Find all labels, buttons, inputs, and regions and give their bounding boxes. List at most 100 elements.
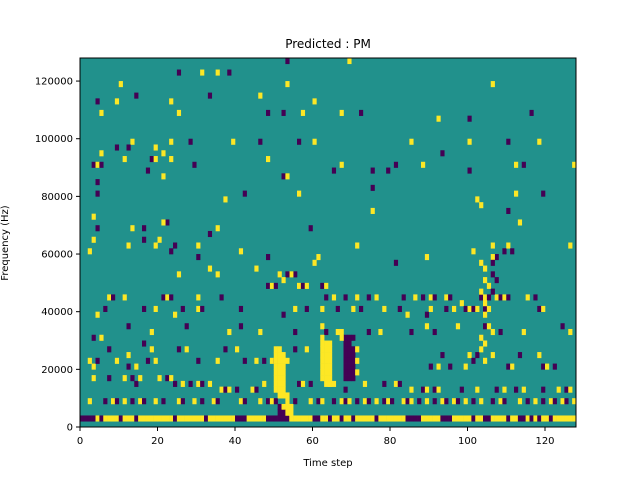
heatmap-cell (107, 375, 112, 382)
heatmap-cell (285, 58, 290, 65)
heatmap-cell (459, 415, 464, 422)
heatmap-cell (424, 311, 430, 318)
heatmap-cell (374, 398, 379, 405)
heatmap-cell (87, 248, 92, 255)
heatmap-cell (285, 398, 290, 405)
heatmap-cell (320, 323, 325, 330)
heatmap-cell (219, 415, 224, 422)
heatmap-cell (328, 380, 333, 387)
heatmap-cell (196, 305, 201, 312)
heatmap-cell (510, 248, 515, 255)
heatmap-cell (347, 375, 352, 382)
heatmap-cell (514, 190, 519, 197)
heatmap-cell (486, 415, 492, 422)
heatmap-cell (142, 236, 147, 243)
heatmap-cell (266, 254, 271, 261)
heatmap-cell (87, 415, 92, 422)
heatmap-cell (343, 340, 348, 347)
heatmap-cell (324, 415, 329, 422)
y-tick-label: 20000 (41, 365, 73, 376)
heatmap-cell (114, 98, 120, 105)
heatmap-cell (409, 398, 414, 405)
heatmap-cell (293, 415, 298, 422)
heatmap-cell (490, 271, 495, 278)
heatmap-cell (382, 305, 387, 312)
heatmap-cell (428, 363, 433, 370)
heatmap-cell (219, 294, 224, 301)
heatmap-cell (355, 294, 360, 301)
heatmap-cell (401, 398, 406, 405)
heatmap-cell (277, 363, 282, 370)
heatmap-cell (277, 375, 282, 382)
heatmap-cell (300, 415, 306, 422)
heatmap-cell (103, 398, 108, 405)
heatmap-cell (285, 415, 290, 422)
heatmap-cell (432, 398, 437, 405)
heatmap-cell (351, 415, 356, 422)
heatmap-cell (328, 346, 333, 353)
heatmap-cell (347, 352, 352, 359)
heatmap-cell (452, 398, 457, 405)
heatmap-cell (254, 357, 259, 364)
heatmap-cell (533, 398, 538, 405)
heatmap-cell (568, 242, 573, 249)
heatmap-cell (281, 375, 286, 382)
heatmap-cell (560, 323, 565, 330)
heatmap-cell (320, 398, 325, 405)
heatmap-cell (521, 415, 526, 422)
heatmap-cell (254, 265, 259, 272)
heatmap-cell (347, 415, 352, 422)
heatmap-cell (269, 398, 275, 405)
heatmap-cell (339, 328, 344, 336)
heatmap-cell (122, 375, 127, 382)
heatmap-cell (103, 305, 108, 312)
heatmap-cell (293, 271, 298, 278)
heatmap-cell (328, 415, 333, 422)
heatmap-cell (393, 259, 399, 266)
heatmap-cell (506, 207, 511, 214)
heatmap-cell (541, 415, 546, 422)
heatmap-cell (440, 415, 445, 422)
heatmap-cell (308, 225, 313, 232)
heatmap-cell (277, 357, 282, 364)
x-tick-label: 120 (535, 436, 554, 447)
heatmap-cell (417, 415, 422, 422)
heatmap-cell (138, 375, 143, 382)
heatmap-cell (405, 415, 410, 422)
heatmap-cell (107, 346, 112, 353)
heatmap-cell (281, 415, 286, 422)
heatmap-cell (200, 69, 205, 76)
heatmap-cell (393, 161, 399, 168)
heatmap-cell (517, 352, 523, 359)
heatmap-cell (95, 311, 100, 318)
heatmap-cell (266, 282, 271, 289)
heatmap-cell (510, 415, 515, 422)
heatmap-cell (83, 415, 89, 422)
heatmap-cell (568, 415, 573, 422)
heatmap-cell (471, 357, 476, 364)
heatmap-cell (207, 380, 213, 387)
heatmap-cell (455, 398, 461, 405)
heatmap-cell (479, 288, 484, 295)
heatmap-cell (494, 415, 499, 422)
heatmap-cell (320, 305, 325, 312)
heatmap-cell (258, 92, 263, 99)
heatmap-cell (293, 328, 298, 336)
heatmap-cell (335, 415, 340, 422)
heatmap-cell (262, 357, 267, 364)
heatmap-cell (173, 311, 178, 318)
heatmap-cell (533, 415, 538, 422)
heatmap-cell (281, 277, 286, 284)
heatmap-cell (335, 328, 340, 336)
heatmap-cell (463, 398, 468, 405)
heatmap-cell (382, 415, 387, 422)
heatmap-cell (355, 369, 360, 376)
heatmap-cell (223, 386, 228, 393)
heatmap-cell (289, 409, 294, 416)
heatmap-cell (138, 415, 143, 422)
heatmap-cell (126, 323, 131, 330)
heatmap-cell (343, 386, 348, 393)
heatmap-cell (130, 138, 135, 145)
heatmap-cell (421, 415, 426, 422)
heatmap-cell (130, 375, 135, 382)
